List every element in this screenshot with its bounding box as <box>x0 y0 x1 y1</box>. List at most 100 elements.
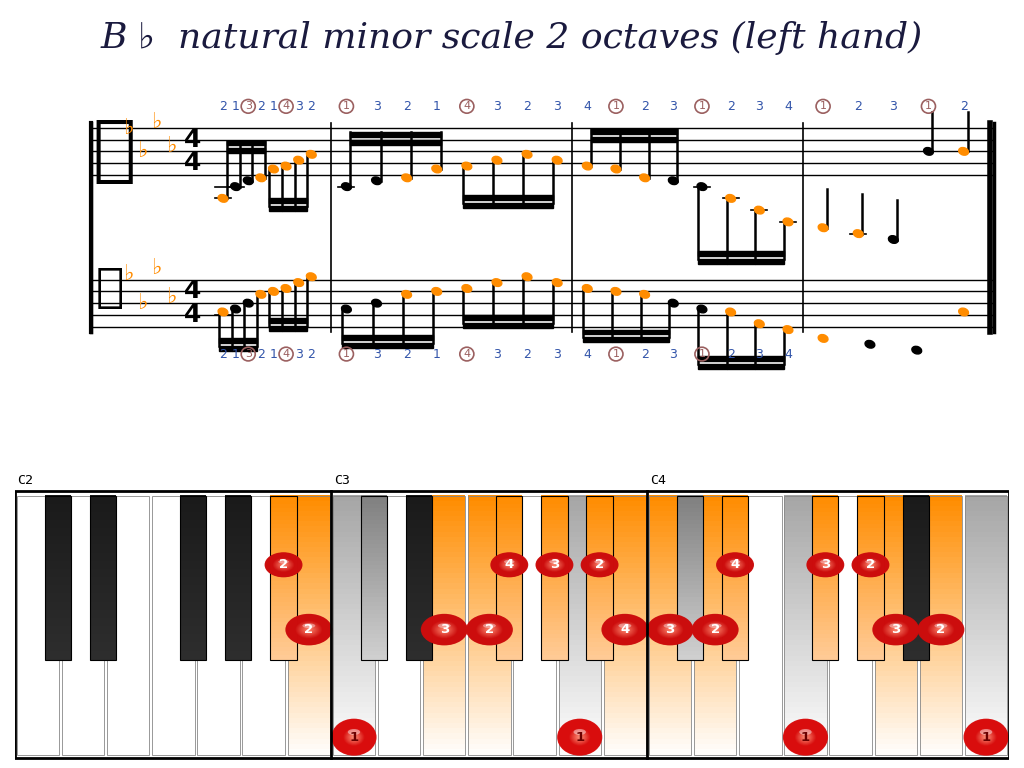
Bar <box>739 511 781 517</box>
Ellipse shape <box>269 555 297 574</box>
Polygon shape <box>727 364 756 369</box>
Bar <box>288 584 330 589</box>
Text: 4: 4 <box>184 303 202 327</box>
Bar <box>378 594 420 600</box>
Ellipse shape <box>823 563 827 567</box>
Text: 4: 4 <box>730 558 739 571</box>
Bar <box>225 541 252 545</box>
Bar <box>288 521 330 528</box>
Ellipse shape <box>487 628 490 631</box>
Bar <box>108 547 150 553</box>
Ellipse shape <box>929 621 953 638</box>
Bar <box>16 677 59 683</box>
Ellipse shape <box>483 624 496 628</box>
Ellipse shape <box>729 561 740 568</box>
Bar <box>587 545 612 549</box>
Bar <box>829 630 871 636</box>
Ellipse shape <box>438 624 451 628</box>
Ellipse shape <box>821 562 829 568</box>
Bar <box>198 501 240 507</box>
Bar <box>378 511 420 517</box>
Bar <box>722 557 749 561</box>
Ellipse shape <box>814 558 837 572</box>
Ellipse shape <box>866 562 874 568</box>
Bar <box>270 545 297 549</box>
Bar <box>468 645 511 651</box>
Bar <box>406 496 432 660</box>
Bar <box>90 508 116 512</box>
Ellipse shape <box>648 615 692 644</box>
Bar <box>225 548 252 554</box>
Bar <box>45 631 71 635</box>
Ellipse shape <box>568 728 591 746</box>
Bar <box>180 545 207 549</box>
Bar <box>225 508 252 512</box>
Bar <box>468 526 511 532</box>
Ellipse shape <box>564 724 596 750</box>
Ellipse shape <box>497 557 522 573</box>
Ellipse shape <box>667 627 673 632</box>
Bar <box>406 557 432 561</box>
Bar <box>874 749 916 755</box>
Bar <box>784 645 826 651</box>
Bar <box>406 520 432 525</box>
Bar <box>45 577 71 582</box>
Ellipse shape <box>467 614 512 645</box>
Bar <box>542 642 567 647</box>
Bar <box>649 620 691 625</box>
Bar <box>198 516 240 522</box>
Ellipse shape <box>720 554 751 574</box>
Bar <box>649 739 691 744</box>
Bar <box>61 516 104 522</box>
Bar <box>288 707 330 713</box>
Ellipse shape <box>427 618 462 641</box>
Bar <box>920 526 963 532</box>
Bar <box>61 728 104 734</box>
Bar <box>694 656 736 662</box>
Text: ♭: ♭ <box>124 118 134 138</box>
Bar <box>739 573 781 579</box>
Bar <box>270 552 297 558</box>
Bar <box>288 666 330 672</box>
Bar <box>857 495 884 500</box>
Bar <box>497 569 522 574</box>
Ellipse shape <box>349 733 358 741</box>
Bar <box>423 624 466 631</box>
Bar <box>604 702 646 708</box>
Bar <box>677 524 703 529</box>
Polygon shape <box>756 259 784 264</box>
Bar <box>857 564 884 570</box>
Bar <box>587 618 612 623</box>
Bar <box>45 626 71 631</box>
Bar <box>587 496 612 660</box>
Bar <box>406 524 432 529</box>
Bar <box>965 718 1008 723</box>
Bar <box>333 641 375 646</box>
Bar <box>198 609 240 615</box>
Bar <box>739 624 781 631</box>
Ellipse shape <box>604 615 646 644</box>
Bar <box>153 573 195 579</box>
Bar <box>225 577 252 582</box>
Ellipse shape <box>267 554 299 575</box>
Bar <box>198 573 240 579</box>
Bar <box>902 499 929 505</box>
Bar <box>558 609 601 615</box>
Ellipse shape <box>852 553 889 577</box>
Bar <box>542 564 567 570</box>
Ellipse shape <box>282 285 291 293</box>
Bar <box>153 728 195 734</box>
Bar <box>61 584 104 589</box>
Bar <box>587 598 612 602</box>
Ellipse shape <box>656 620 684 639</box>
Ellipse shape <box>434 623 455 637</box>
Bar <box>288 687 330 693</box>
Ellipse shape <box>545 558 564 571</box>
Ellipse shape <box>282 162 291 170</box>
Ellipse shape <box>558 720 601 755</box>
Bar <box>270 508 297 512</box>
Bar <box>649 656 691 662</box>
Bar <box>180 614 207 619</box>
Bar <box>920 547 963 553</box>
Bar <box>965 501 1008 507</box>
